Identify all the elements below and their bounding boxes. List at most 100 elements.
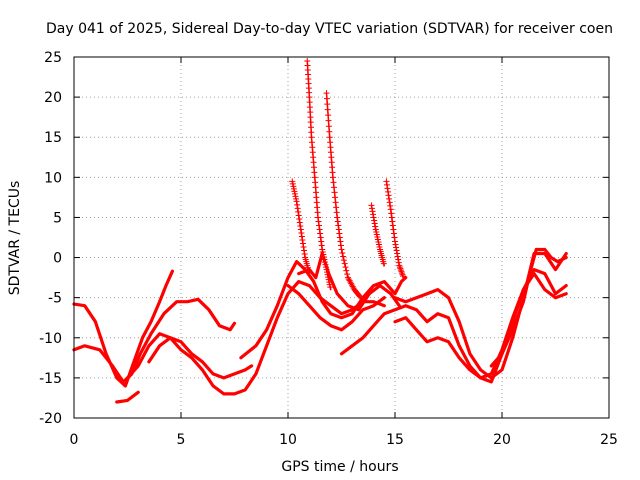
data-point [311, 169, 318, 176]
data-point [320, 254, 327, 261]
y-tick-label: -15 [39, 371, 62, 387]
data-point [369, 208, 376, 215]
data-point [298, 233, 305, 240]
data-point [336, 234, 343, 241]
data-point [329, 164, 336, 171]
data-point [325, 112, 332, 119]
series-line [489, 247, 568, 368]
data-point [319, 246, 326, 253]
data-point [291, 190, 298, 197]
data-point [334, 214, 341, 221]
data-point [336, 230, 343, 237]
data-point [392, 241, 399, 248]
data-point [325, 276, 332, 283]
data-point [307, 114, 314, 121]
data-point [325, 123, 332, 130]
data-point [331, 189, 338, 196]
data-point [318, 238, 325, 245]
y-tick-label: 25 [44, 50, 62, 66]
data-point [334, 218, 341, 225]
y-tick-label: 20 [44, 90, 62, 106]
data-point [380, 260, 387, 267]
data-point [394, 250, 401, 257]
data-point [395, 256, 402, 263]
data-point [306, 104, 313, 111]
data-point [301, 251, 308, 258]
data-point [309, 144, 316, 151]
data-point [324, 101, 331, 108]
data-point [394, 253, 401, 260]
data-point [312, 184, 319, 191]
data-point [341, 260, 348, 267]
data-point [327, 149, 334, 156]
series-spike-5 [383, 178, 407, 280]
series-line [393, 272, 568, 380]
data-point [332, 194, 339, 201]
data-point [383, 178, 390, 185]
data-point [299, 237, 306, 244]
data-point [322, 264, 329, 271]
data-point [344, 271, 351, 278]
data-point [391, 234, 398, 241]
data-point [307, 109, 314, 116]
data-point [322, 261, 329, 268]
data-point [389, 222, 396, 229]
x-tick-label: 15 [386, 432, 404, 448]
data-point [293, 195, 300, 202]
data-point [337, 238, 344, 245]
data-point [326, 134, 333, 141]
data-point [309, 149, 316, 156]
series-line [239, 260, 408, 360]
data-point [310, 154, 317, 161]
data-point [337, 242, 344, 249]
data-point [335, 226, 342, 233]
data-point [340, 257, 347, 264]
data-series [72, 58, 568, 404]
series-trace-10 [393, 272, 568, 380]
data-point [299, 240, 306, 247]
data-point [307, 119, 314, 126]
data-point [332, 199, 339, 206]
x-tick-label: 25 [600, 432, 618, 448]
axis-ticks: 0 5 10 15 20 25 -20 -15 -10 -5 0 5 10 15 20 25 [39, 50, 618, 448]
data-point [392, 238, 398, 245]
data-point [295, 212, 302, 219]
series-trace-2 [72, 297, 237, 384]
data-point [388, 214, 395, 221]
data-point [325, 274, 332, 281]
data-point [326, 128, 333, 135]
data-point [385, 188, 392, 195]
y-axis-title: SDTVAR / TECUs [7, 181, 23, 296]
data-point [297, 222, 304, 229]
data-point [373, 228, 380, 235]
series-line [72, 269, 174, 388]
data-point [293, 198, 300, 205]
data-point [374, 233, 381, 240]
data-point [294, 201, 301, 208]
data-point [400, 273, 407, 280]
data-point [383, 181, 390, 188]
data-point [323, 90, 330, 97]
x-tick-label: 0 [70, 432, 79, 448]
data-point [289, 178, 296, 185]
data-point [356, 293, 363, 300]
data-point [326, 279, 333, 286]
data-point [321, 259, 328, 266]
data-point [321, 256, 328, 263]
data-point [310, 159, 317, 166]
data-point [317, 230, 324, 237]
data-point [372, 223, 379, 230]
data-point [339, 250, 346, 257]
data-point [387, 206, 394, 213]
data-point [331, 184, 338, 191]
series-line [286, 284, 386, 332]
data-point [314, 214, 321, 221]
series-line [72, 297, 237, 384]
series-spike-1 [289, 178, 312, 275]
data-point [368, 205, 375, 212]
data-point [370, 211, 377, 218]
data-point [300, 244, 307, 251]
data-point [313, 199, 320, 206]
data-point [395, 259, 402, 266]
series-line [125, 280, 386, 396]
